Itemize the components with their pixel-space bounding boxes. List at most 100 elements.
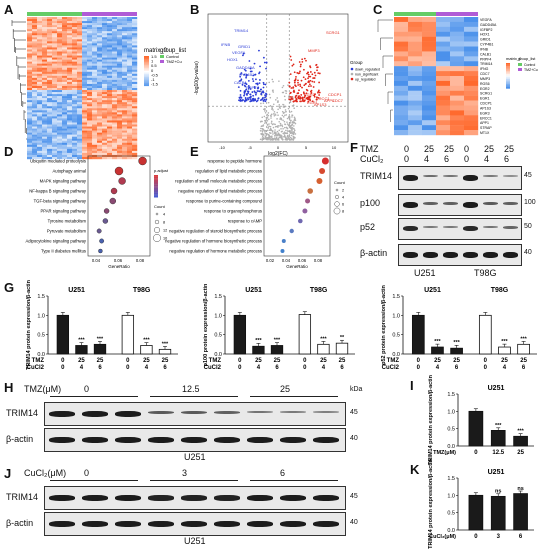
heatmap-cell xyxy=(32,63,38,66)
bar xyxy=(411,314,425,355)
point-up xyxy=(311,73,314,76)
point-nonsig xyxy=(262,102,265,104)
heatmap-cell xyxy=(132,116,138,119)
heatmap-cell xyxy=(67,132,73,135)
bar xyxy=(140,345,153,355)
significance-label: *** xyxy=(162,341,169,347)
heatmap-cell xyxy=(77,43,83,46)
heatmap-cell xyxy=(67,156,73,160)
heatmap-cell xyxy=(97,116,103,119)
point-down xyxy=(239,94,242,96)
heatmap-cell xyxy=(57,104,63,107)
heatmap-cell xyxy=(87,77,93,81)
heatmap-cell xyxy=(37,108,43,111)
size-legend-label: 8 xyxy=(342,210,344,214)
heatmap-cell xyxy=(87,23,93,26)
heatmap-cell xyxy=(97,144,103,148)
heatmap-cell xyxy=(42,156,48,160)
point-down xyxy=(242,54,244,57)
heatmap-cell xyxy=(37,92,43,95)
heatmap-cell xyxy=(97,69,103,72)
heatmap-cell xyxy=(72,63,78,66)
gene-label: RGS6 xyxy=(480,82,490,86)
heatmap-cell xyxy=(132,142,138,145)
legend-gradient xyxy=(144,65,149,67)
point-up xyxy=(315,64,317,67)
heatmap-cell xyxy=(67,81,73,85)
heatmap-cell xyxy=(32,65,38,68)
heatmap-cell xyxy=(107,59,113,62)
heatmap-cell xyxy=(394,130,409,136)
heatmap-cell xyxy=(32,94,38,97)
point-down xyxy=(239,100,242,102)
dose-label: 25 xyxy=(280,384,291,394)
cucl2-dose-label: 0 xyxy=(126,365,130,371)
heatmap-cell xyxy=(122,37,128,40)
heatmap-cell xyxy=(97,37,103,40)
heatmap-cell xyxy=(92,49,98,52)
gene-label: CYP4B1 xyxy=(480,43,493,47)
heatmap-cell xyxy=(422,31,437,37)
heatmap-cell xyxy=(102,71,108,74)
point-up xyxy=(292,86,295,89)
heatmap-cell xyxy=(107,53,113,56)
heatmap-cell xyxy=(87,53,93,56)
gene-label: GADD45A xyxy=(480,23,497,27)
heatmap-cell xyxy=(87,39,93,42)
heatmap-cell xyxy=(117,112,123,115)
point-down xyxy=(255,100,258,103)
heatmap-cell xyxy=(122,29,128,32)
heatmap-cell xyxy=(57,142,63,145)
heatmap-cell xyxy=(82,148,88,152)
heatmap-cell xyxy=(67,41,73,44)
point-up xyxy=(318,81,321,84)
heatmap-cell xyxy=(117,21,123,24)
heatmap-cell xyxy=(72,21,78,24)
legend-gradient xyxy=(506,63,510,65)
point-nonsig xyxy=(269,105,272,107)
heatmap-cell xyxy=(132,148,138,152)
heatmap-cell xyxy=(127,100,133,103)
heatmap-cell xyxy=(122,35,128,38)
y-tick-label: 0.0 xyxy=(447,444,455,450)
point-up xyxy=(308,83,311,86)
heatmap-cell xyxy=(67,98,73,101)
heatmap-cell xyxy=(112,100,118,103)
heatmap-cell xyxy=(77,92,83,95)
gene-label-down: CYP4B1 xyxy=(239,72,255,77)
point-nonsig xyxy=(274,114,277,116)
panel-label-g: G xyxy=(4,280,15,295)
heatmap-cell xyxy=(42,140,48,143)
heatmap-cell xyxy=(82,75,88,79)
legend-gradient xyxy=(506,80,510,83)
term-dot xyxy=(114,166,124,176)
heatmap-cell xyxy=(117,122,123,125)
heatmap-cell xyxy=(72,27,78,30)
term-label: negative regulation of steroid biosynthe… xyxy=(169,229,262,234)
blot-band xyxy=(148,411,174,415)
heatmap-cell xyxy=(112,118,118,121)
cucl2-dose-label: 0 xyxy=(238,365,242,371)
heatmap-cell xyxy=(77,144,83,148)
heatmap-cell xyxy=(97,33,103,36)
point-nonsig xyxy=(270,114,272,117)
heatmap-cell xyxy=(47,71,53,74)
blot-band xyxy=(280,521,306,527)
heatmap-cell xyxy=(102,156,108,160)
heatmap-cell xyxy=(117,110,123,113)
bar xyxy=(298,314,312,355)
heatmap-cell xyxy=(37,128,43,131)
legend-gradient xyxy=(144,69,149,72)
heatmap-cell xyxy=(87,67,93,70)
heatmap-cell xyxy=(32,69,38,72)
point-nonsig xyxy=(290,110,293,113)
heatmap-cell xyxy=(132,88,138,91)
legend-gradient xyxy=(154,178,158,180)
heatmap-cell xyxy=(27,31,33,34)
point-nonsig xyxy=(276,118,278,120)
heatmap-cell xyxy=(87,81,93,85)
heatmap-cell xyxy=(132,112,138,115)
heatmap-cell xyxy=(102,152,108,156)
dose-bracket-line xyxy=(50,396,138,397)
